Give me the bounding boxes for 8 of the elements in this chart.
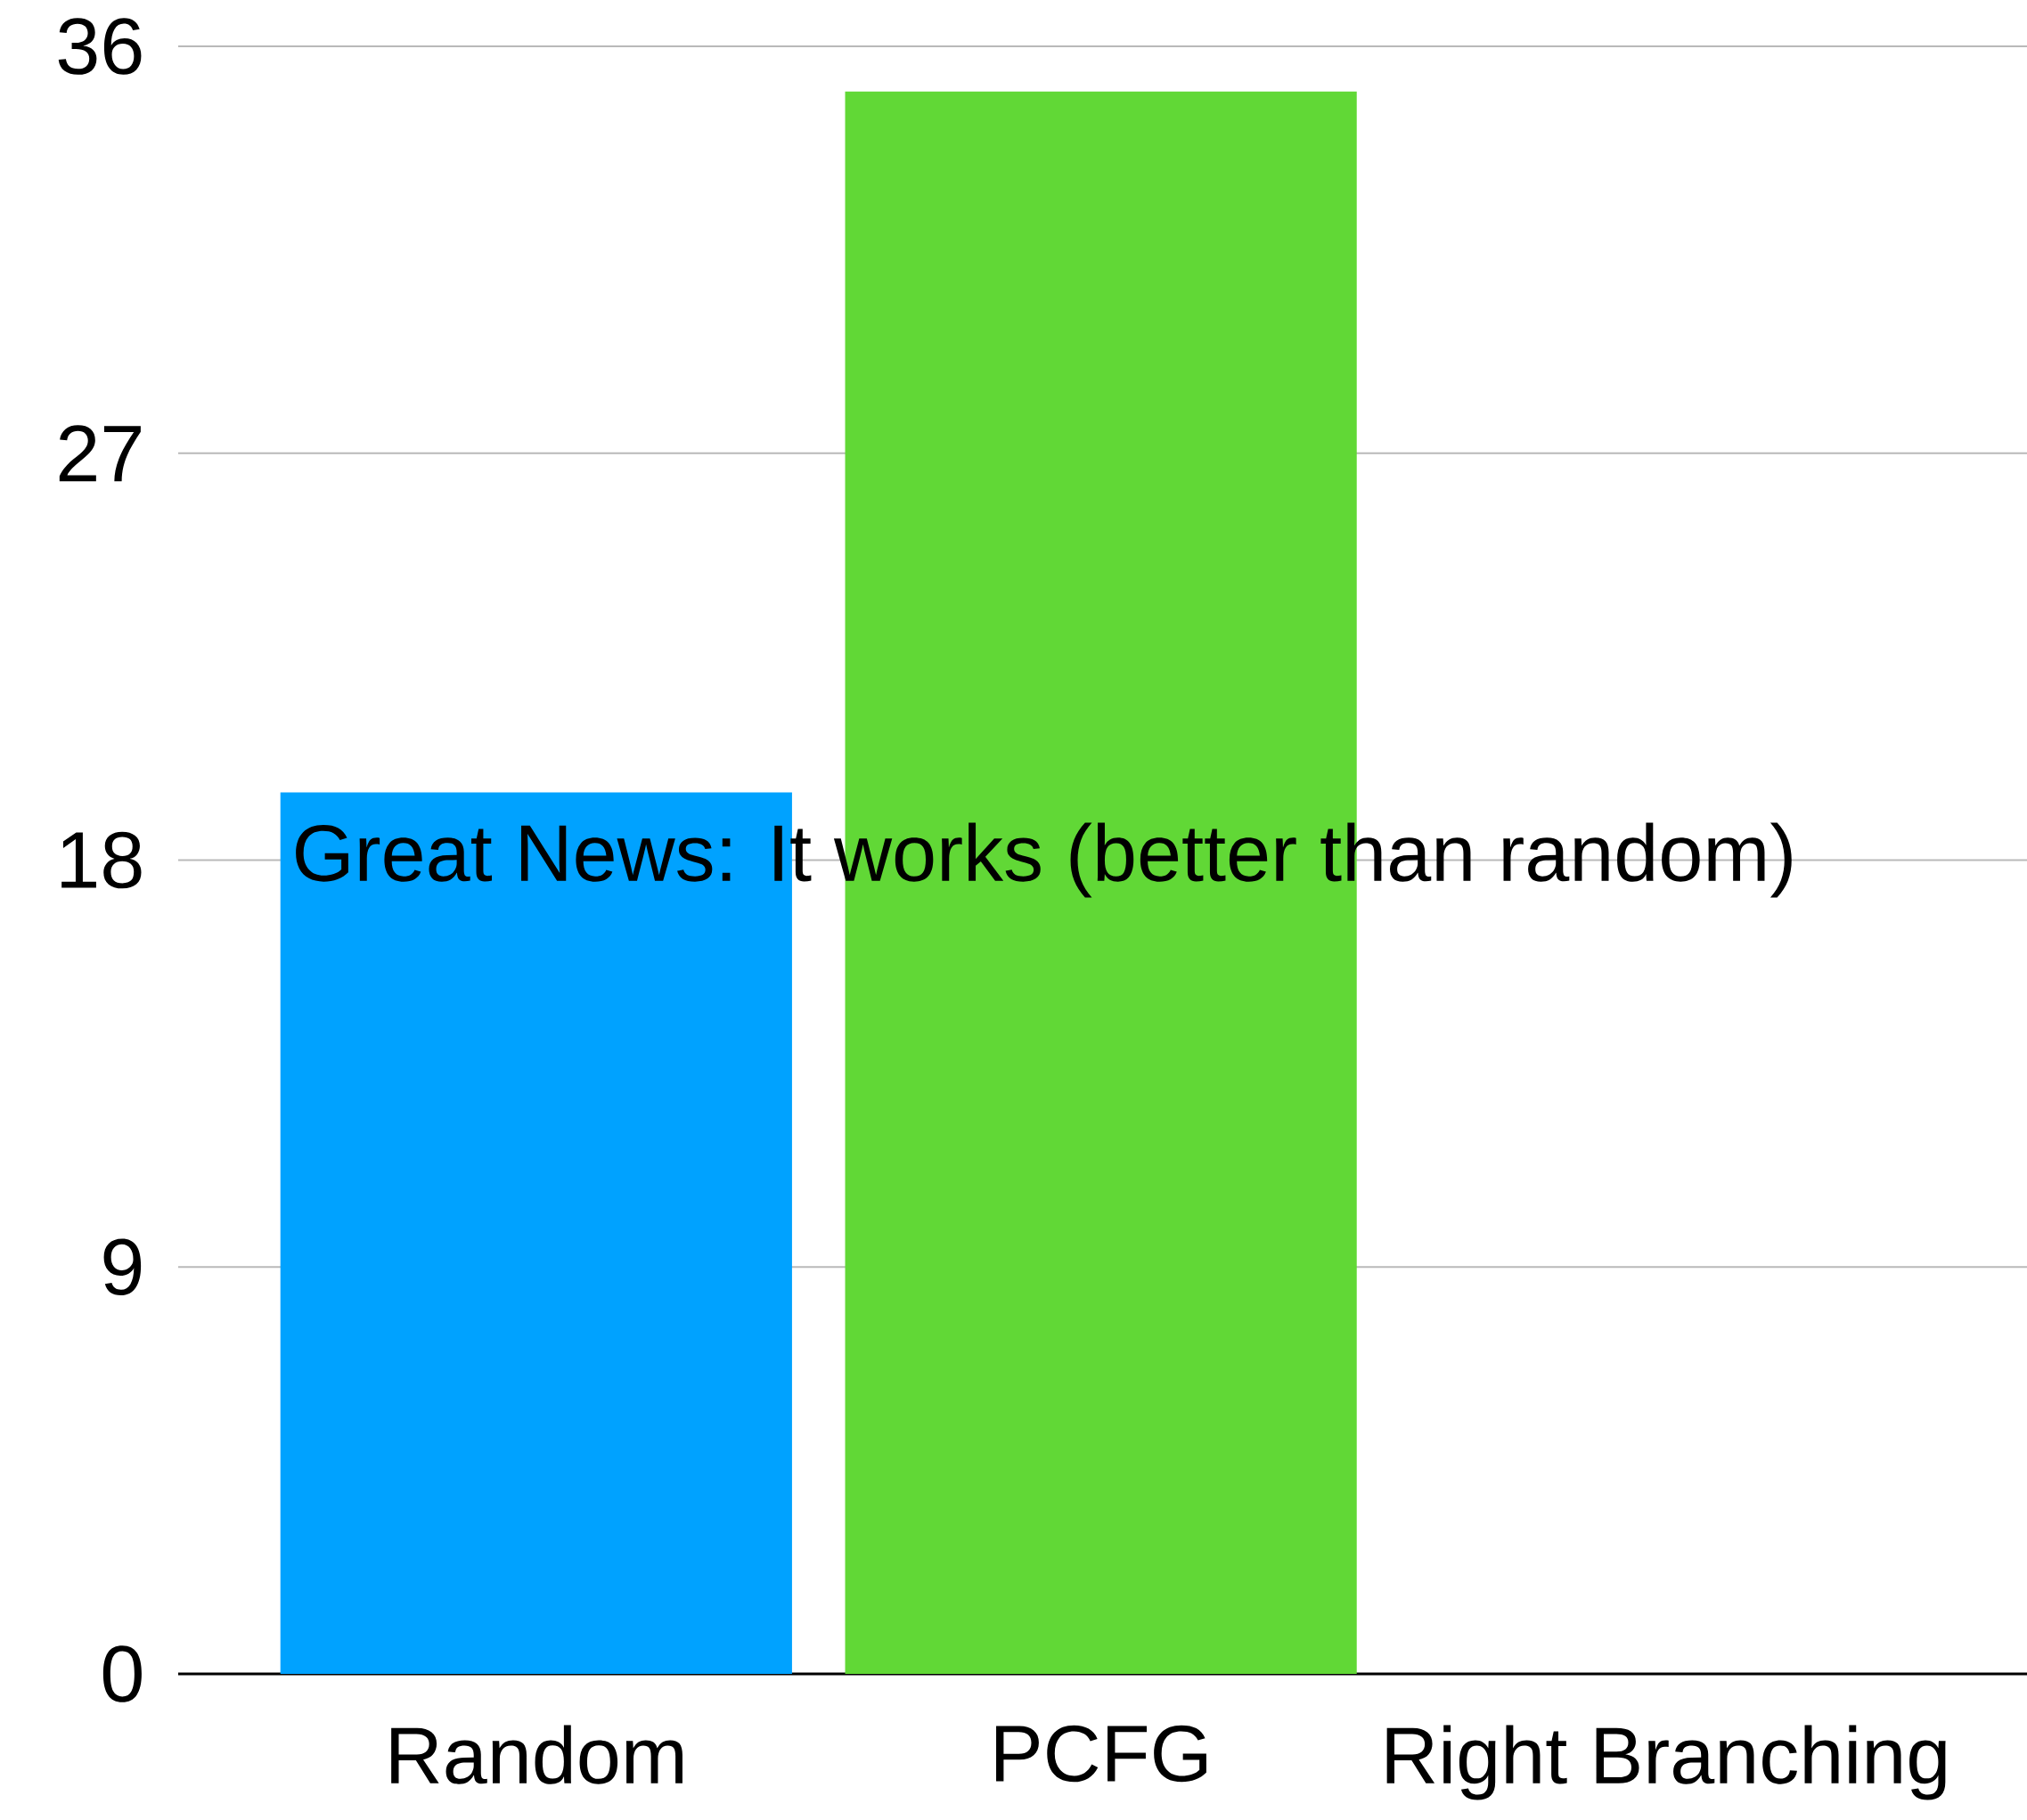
x-tick-label: Random [391, 1725, 682, 1784]
y-tick-label: 18 [61, 831, 142, 889]
y-tick-label: 9 [103, 1238, 142, 1296]
y-tick-label: 27 [59, 425, 141, 482]
y-tick-label: 36 [58, 18, 142, 75]
y-tick-label: 0 [102, 1645, 142, 1702]
x-tick-label: Right Branching [1386, 1725, 1946, 1800]
x-tick-label: PCFG [996, 1725, 1206, 1783]
